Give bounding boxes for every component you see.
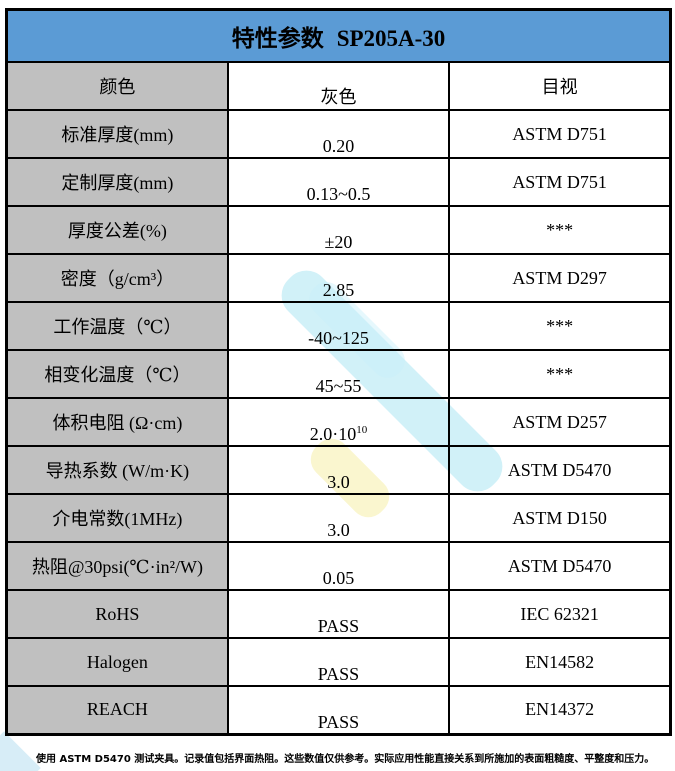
param-value: 3.0 [226,493,451,543]
test-method: ASTM D751 [448,109,672,159]
param-value: 45~55 [226,349,451,399]
param-value: PASS [226,685,451,735]
test-method: ASTM D751 [448,157,672,207]
param-label: Halogen [5,637,229,687]
param-value: 0.20 [226,109,451,159]
param-label: 热阻@30psi(℃·in²/W) [5,541,229,591]
test-method: ASTM D257 [448,397,672,447]
test-method: *** [448,301,672,351]
test-method: *** [448,349,672,399]
test-method: ASTM D5470 [448,541,672,591]
value-base: 2.0·10 [309,424,357,444]
param-label: 定制厚度(mm) [5,157,229,207]
param-label: 密度（g/cm³） [5,253,229,303]
footnote: 使用 ASTM D5470 测试夹具。记录值包括界面热阻。这些数值仅供参考。实际… [36,754,655,765]
test-method: IEC 62321 [448,589,672,639]
test-method: ASTM D5470 [448,445,672,495]
table-title-row: 特性参数 SP205A-30 [5,8,672,63]
param-label: RoHS [5,589,229,639]
param-value: -40~125 [226,301,451,351]
table-row: 颜色 灰色 目视 [5,61,672,111]
spec-table: 特性参数 SP205A-30 颜色 灰色 目视 标准厚度(mm) 0.20 AST… [5,8,672,736]
param-label: 导热系数 (W/m·K) [5,445,229,495]
value-exponent: 10 [356,424,368,436]
param-label: 介电常数(1MHz) [5,493,229,543]
param-label: 颜色 [5,61,229,111]
param-value: 灰色 [226,61,451,111]
param-label: 工作温度（℃） [5,301,229,351]
table-row: 密度（g/cm³） 2.85 ASTM D297 [5,253,672,303]
param-label: 相变化温度（℃） [5,349,229,399]
param-value: PASS [226,589,451,639]
param-label: 体积电阻 (Ω·cm) [5,397,229,447]
param-label: 厚度公差(%) [5,205,229,255]
test-method: *** [448,205,672,255]
param-value: 2.85 [226,253,451,303]
param-value: PASS [226,637,451,687]
param-value: 3.0 [226,445,451,495]
table-row: 热阻@30psi(℃·in²/W) 0.05 ASTM D5470 [5,541,672,591]
param-value: 2.0·1010 [226,397,451,447]
param-label: 标准厚度(mm) [5,109,229,159]
param-value: ±20 [226,205,451,255]
table-row: 工作温度（℃） -40~125 *** [5,301,672,351]
test-method: EN14372 [448,685,672,735]
table-row: 定制厚度(mm) 0.13~0.5 ASTM D751 [5,157,672,207]
test-method: 目视 [448,61,672,111]
param-value: 0.05 [226,541,451,591]
test-method: ASTM D150 [448,493,672,543]
param-value: 0.13~0.5 [226,157,451,207]
title-chinese: 特性参数 [231,26,324,52]
table-title: 特性参数 SP205A-30 [5,8,672,63]
param-label: REACH [5,685,229,735]
table-row: 介电常数(1MHz) 3.0 ASTM D150 [5,493,672,543]
table-row: 体积电阻 (Ω·cm) 2.0·1010 ASTM D257 [5,397,672,447]
title-model: SP205A-30 [336,26,446,51]
table-row: RoHS PASS IEC 62321 [5,589,672,639]
table-row: 厚度公差(%) ±20 *** [5,205,672,255]
test-method: ASTM D297 [448,253,672,303]
watermark-corner [0,731,41,771]
table-row: Halogen PASS EN14582 [5,637,672,687]
table-row: 相变化温度（℃） 45~55 *** [5,349,672,399]
table-row: 导热系数 (W/m·K) 3.0 ASTM D5470 [5,445,672,495]
table-row: 标准厚度(mm) 0.20 ASTM D751 [5,109,672,159]
test-method: EN14582 [448,637,672,687]
table-row: REACH PASS EN14372 [5,685,672,735]
